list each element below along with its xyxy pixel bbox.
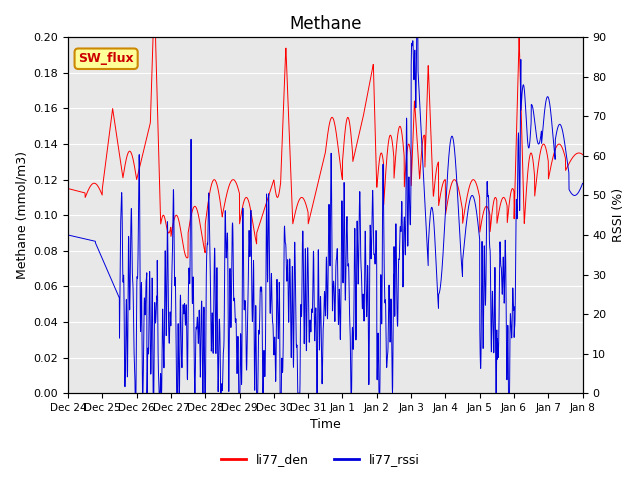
Title: Methane: Methane [289, 15, 362, 33]
X-axis label: Time: Time [310, 419, 340, 432]
Y-axis label: Methane (mmol/m3): Methane (mmol/m3) [15, 151, 28, 279]
Legend: li77_den, li77_rssi: li77_den, li77_rssi [216, 448, 424, 471]
Text: SW_flux: SW_flux [78, 52, 134, 65]
Y-axis label: RSSI (%): RSSI (%) [612, 188, 625, 242]
